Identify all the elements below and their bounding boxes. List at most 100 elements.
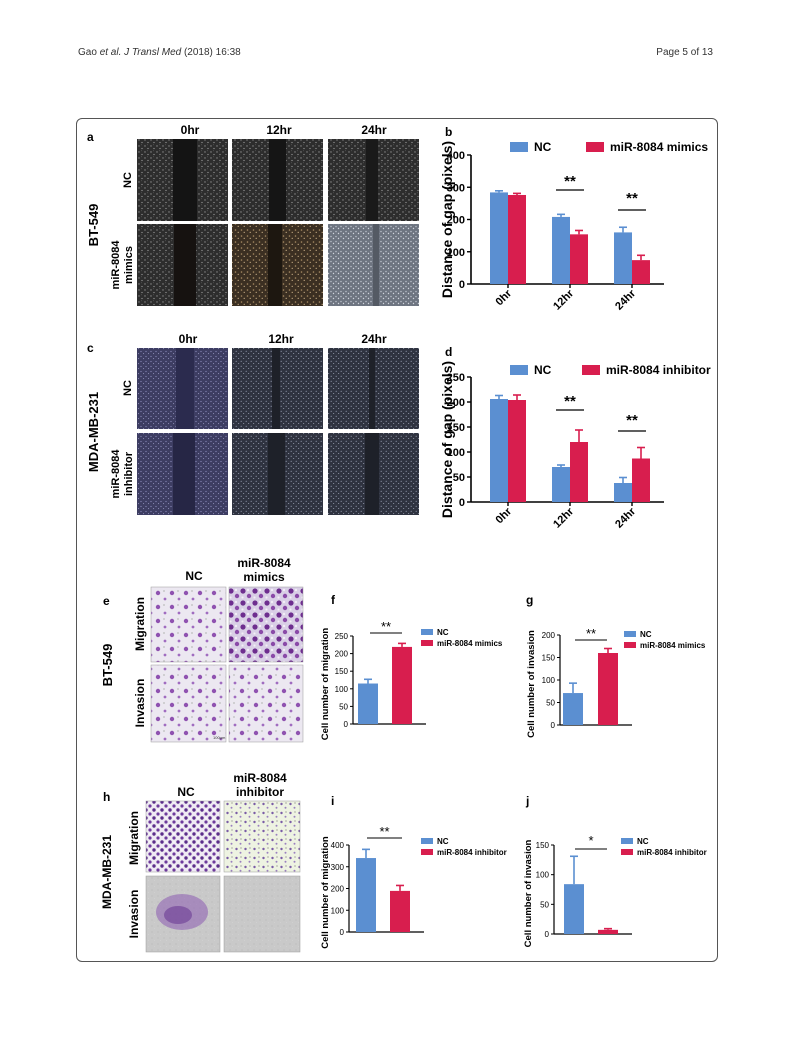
panel-a-col-12hr: 12hr	[266, 123, 292, 137]
wound-gap	[269, 139, 286, 221]
y-tick-label: 0	[344, 720, 349, 729]
significance-marker: **	[564, 173, 576, 190]
panel-h-row-migration: Migration	[127, 811, 141, 865]
y-tick-label: 0	[459, 497, 465, 509]
legend-label: NC	[534, 140, 552, 154]
panel-letter-h: h	[103, 790, 110, 804]
panel-a-cell-line: BT-549	[86, 204, 101, 247]
y-tick-label: 150	[335, 667, 349, 676]
panel-a-row-mimics: mimics	[123, 246, 135, 284]
legend-label: NC	[640, 630, 652, 639]
panel-c-col-12hr: 12hr	[268, 332, 294, 346]
legend-label: NC	[437, 628, 449, 637]
wound-gap	[173, 433, 195, 515]
legend-label: NC	[437, 837, 449, 846]
legend-swatch	[582, 365, 600, 375]
panel-letter-e: e	[103, 594, 110, 608]
panel-e-cell-line: BT-549	[100, 644, 115, 687]
wound-gap	[268, 224, 282, 306]
bar-nc	[552, 216, 570, 284]
panel-letter-c: c	[87, 341, 94, 355]
panel-h-row-invasion: Invasion	[127, 890, 141, 939]
legend-label: NC	[637, 837, 649, 846]
legend-label: NC	[534, 363, 552, 377]
y-axis-title: Cell number of invasion	[526, 630, 537, 738]
panel-a-col-24hr: 24hr	[361, 123, 387, 137]
panel-a-col-0hr: 0hr	[181, 123, 200, 137]
panel-a-row-mir8084: miR-8084	[110, 240, 122, 290]
y-axis-title: Cell number of invasion	[523, 839, 534, 947]
legend-swatch	[421, 640, 433, 646]
panel-letter-j: j	[525, 794, 529, 808]
panel-letter-d: d	[445, 345, 452, 359]
panel-a-row-nc: NC	[122, 172, 134, 188]
wound-gap	[369, 348, 375, 429]
y-tick-label: 400	[447, 150, 465, 162]
panel-letter-a: a	[87, 130, 94, 144]
bar-nc	[552, 467, 570, 502]
transwell-image-inhibitor-invasion	[223, 875, 301, 953]
legend-swatch	[421, 849, 433, 855]
y-tick-label: 100	[542, 676, 556, 685]
bar-nc	[356, 858, 376, 932]
running-header-citation: Gao et al. J Transl Med (2018) 16:38	[78, 47, 241, 58]
y-tick-label: 100	[447, 447, 465, 459]
bar-treatment	[598, 929, 618, 934]
wound-gap	[173, 139, 197, 221]
wound-gap	[268, 433, 285, 515]
legend-label: miR-8084 inhibitor	[437, 848, 507, 857]
legend-swatch	[624, 631, 636, 637]
significance-marker: **	[564, 393, 576, 410]
invasion-cell-cluster-core	[164, 906, 192, 924]
transwell-image-nc-migration	[150, 586, 227, 663]
y-tick-label: 100	[335, 685, 349, 694]
panel-h-col-mir8084: miR-8084	[233, 771, 287, 785]
running-header-page-number: Page 5 of 13	[656, 47, 713, 58]
panel-h-cell-line: MDA-MB-231	[100, 835, 114, 909]
bar-nc	[358, 683, 378, 724]
y-tick-label: 50	[453, 472, 465, 484]
legend-swatch	[510, 365, 528, 375]
transwell-image-nc-migration	[145, 800, 221, 873]
y-tick-label: 250	[335, 632, 349, 641]
panel-c-col-0hr: 0hr	[179, 332, 198, 346]
bar-nc	[563, 693, 583, 725]
y-tick-label: 150	[542, 654, 556, 663]
panel-letter-f: f	[331, 593, 336, 607]
panel-h: h NC miR-8084 inhibitor Migration Invasi…	[100, 771, 301, 953]
chart-f: f 0 50 100 150 200 250 Cell number of migration…	[320, 593, 503, 740]
significance-marker: **	[379, 824, 389, 839]
panel-c-col-24hr: 24hr	[361, 332, 387, 346]
panel-c: c 0hr 12hr 24hr NC miR-8084 inhibitor MD…	[86, 332, 419, 515]
bar-treatment	[392, 646, 412, 724]
y-tick-label: 50	[540, 900, 549, 909]
bar-treatment	[390, 890, 410, 932]
transwell-image-mimics-migration	[228, 586, 304, 663]
chart-g: g 0 50 100 150 200 Cell number of invasion NC mi…	[526, 593, 706, 738]
x-tick-label: 12hr	[551, 287, 576, 312]
panel-letter-i: i	[331, 794, 334, 808]
x-tick-label: 0hr	[494, 505, 515, 526]
panel-c-cell-line: MDA-MB-231	[86, 392, 101, 472]
legend-swatch	[421, 838, 433, 844]
y-tick-label: 200	[331, 885, 345, 894]
y-tick-label: 0	[459, 279, 465, 291]
y-axis-title: Distance of gap (pixels)	[439, 141, 455, 298]
transwell-image-mimics-invasion	[228, 664, 304, 743]
y-tick-label: 200	[447, 397, 465, 409]
bar-treatment	[632, 458, 650, 502]
y-axis-title: Distance of gap (pixels)	[439, 361, 455, 518]
panel-e-col-nc: NC	[185, 569, 203, 583]
bar-nc	[564, 884, 584, 934]
y-tick-label: 150	[447, 422, 465, 434]
wound-gap	[373, 224, 379, 306]
y-tick-label: 100	[447, 247, 465, 259]
scale-bar-label: 100μm	[213, 735, 226, 740]
bar-treatment	[632, 260, 650, 284]
transwell-image-inhibitor-migration	[223, 800, 301, 873]
panel-h-col-nc: NC	[177, 785, 195, 799]
x-tick-label: 24hr	[613, 287, 638, 312]
